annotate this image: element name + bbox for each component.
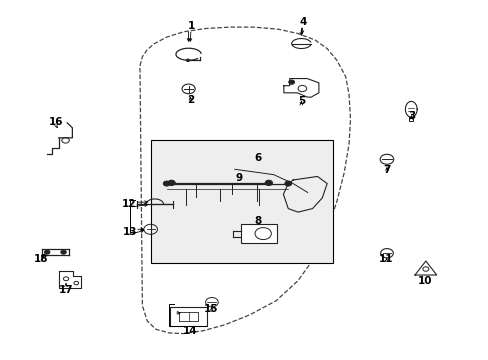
Text: 7: 7 (382, 165, 389, 175)
Text: 5: 5 (297, 96, 305, 107)
Circle shape (167, 180, 175, 185)
Text: 9: 9 (235, 173, 242, 183)
Circle shape (61, 250, 66, 254)
Text: 13: 13 (123, 227, 137, 237)
Text: 1: 1 (187, 21, 194, 31)
Text: 18: 18 (34, 254, 48, 264)
Text: 2: 2 (187, 95, 194, 105)
Text: 17: 17 (59, 285, 73, 295)
Text: 14: 14 (183, 326, 197, 336)
Circle shape (285, 181, 291, 186)
Text: 6: 6 (253, 153, 261, 163)
Text: 8: 8 (253, 216, 261, 226)
Text: 15: 15 (204, 304, 218, 314)
Text: 3: 3 (408, 111, 415, 121)
Text: 12: 12 (122, 199, 136, 209)
Circle shape (163, 181, 170, 186)
Circle shape (264, 180, 272, 185)
Bar (240, 224, 277, 243)
Text: 10: 10 (417, 276, 432, 286)
Text: 16: 16 (48, 117, 63, 127)
Circle shape (186, 59, 189, 62)
Circle shape (44, 250, 50, 254)
Text: 4: 4 (299, 17, 306, 27)
Bar (151, 140, 333, 263)
Text: 11: 11 (379, 254, 393, 264)
Circle shape (288, 80, 294, 84)
